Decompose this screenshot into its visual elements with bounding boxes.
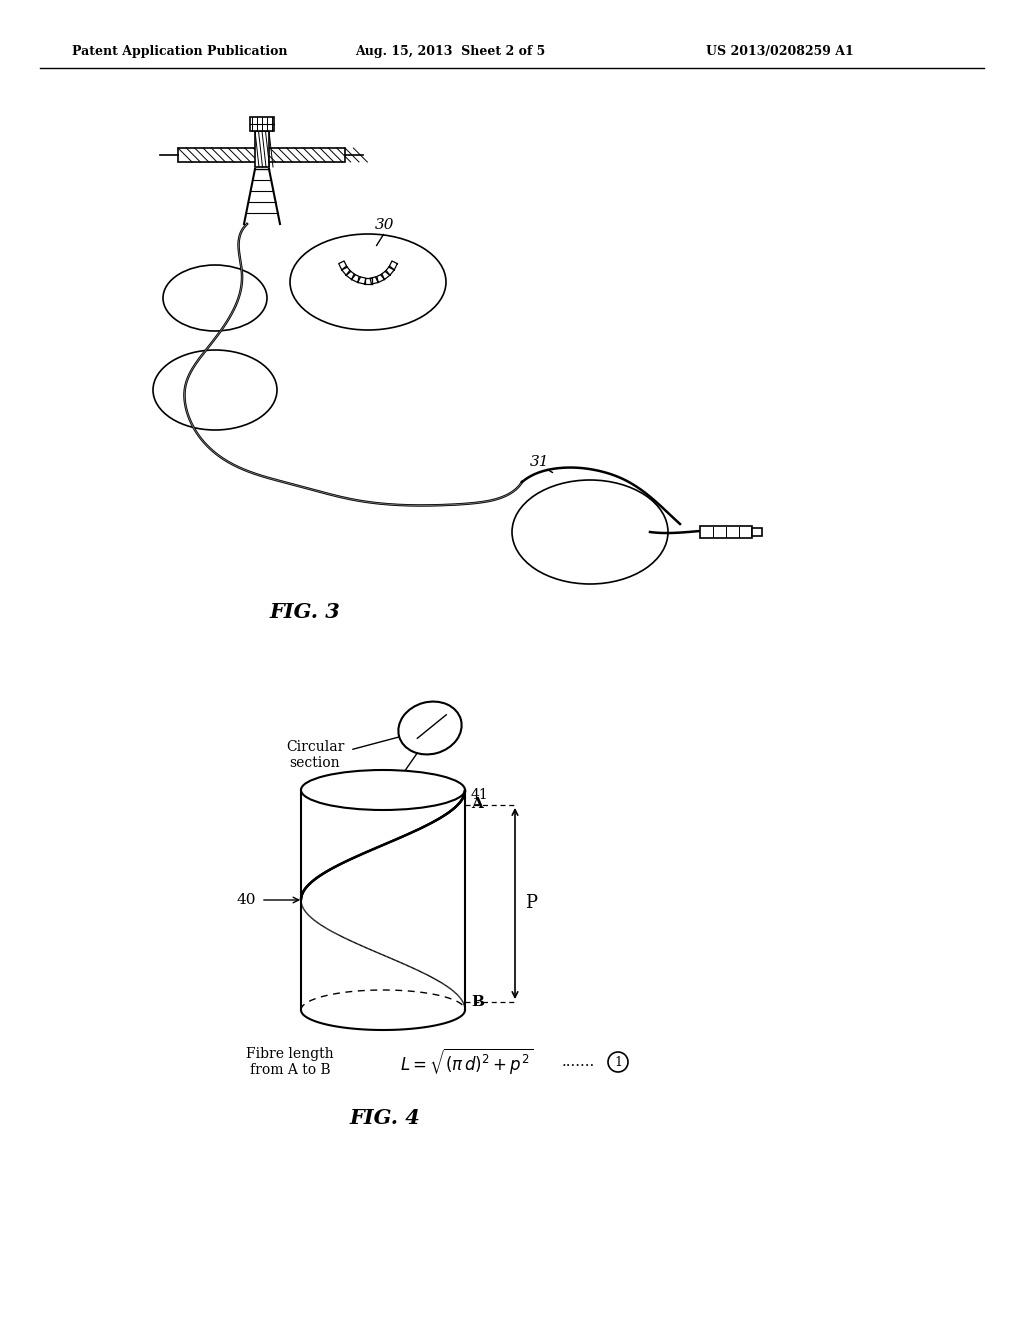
- Text: Fibre length
from A to B: Fibre length from A to B: [246, 1047, 334, 1077]
- Text: 41: 41: [471, 788, 488, 803]
- Text: A: A: [471, 797, 483, 810]
- Bar: [178, 148, 345, 162]
- Text: FIG. 3: FIG. 3: [269, 602, 340, 622]
- Text: Circular
section: Circular section: [286, 741, 344, 770]
- Text: B: B: [471, 995, 484, 1008]
- Text: P: P: [525, 895, 537, 912]
- Text: 30: 30: [375, 218, 394, 232]
- Text: d: d: [445, 718, 455, 731]
- Text: .......: .......: [562, 1055, 595, 1069]
- Bar: [700, 525, 752, 539]
- Text: Aug. 15, 2013  Sheet 2 of 5: Aug. 15, 2013 Sheet 2 of 5: [355, 45, 545, 58]
- Bar: [255, 131, 269, 168]
- Text: $L = \sqrt{(\pi \, d)^2 + p^2}$: $L = \sqrt{(\pi \, d)^2 + p^2}$: [400, 1047, 534, 1077]
- Bar: [752, 528, 762, 536]
- Text: 40: 40: [237, 894, 256, 907]
- Ellipse shape: [398, 701, 462, 755]
- Bar: [250, 117, 274, 131]
- Text: FIG. 4: FIG. 4: [349, 1107, 421, 1129]
- Ellipse shape: [301, 770, 465, 810]
- Text: 31: 31: [530, 455, 550, 469]
- Text: US 2013/0208259 A1: US 2013/0208259 A1: [707, 45, 854, 58]
- Text: Patent Application Publication: Patent Application Publication: [73, 45, 288, 58]
- Text: 1: 1: [614, 1056, 622, 1068]
